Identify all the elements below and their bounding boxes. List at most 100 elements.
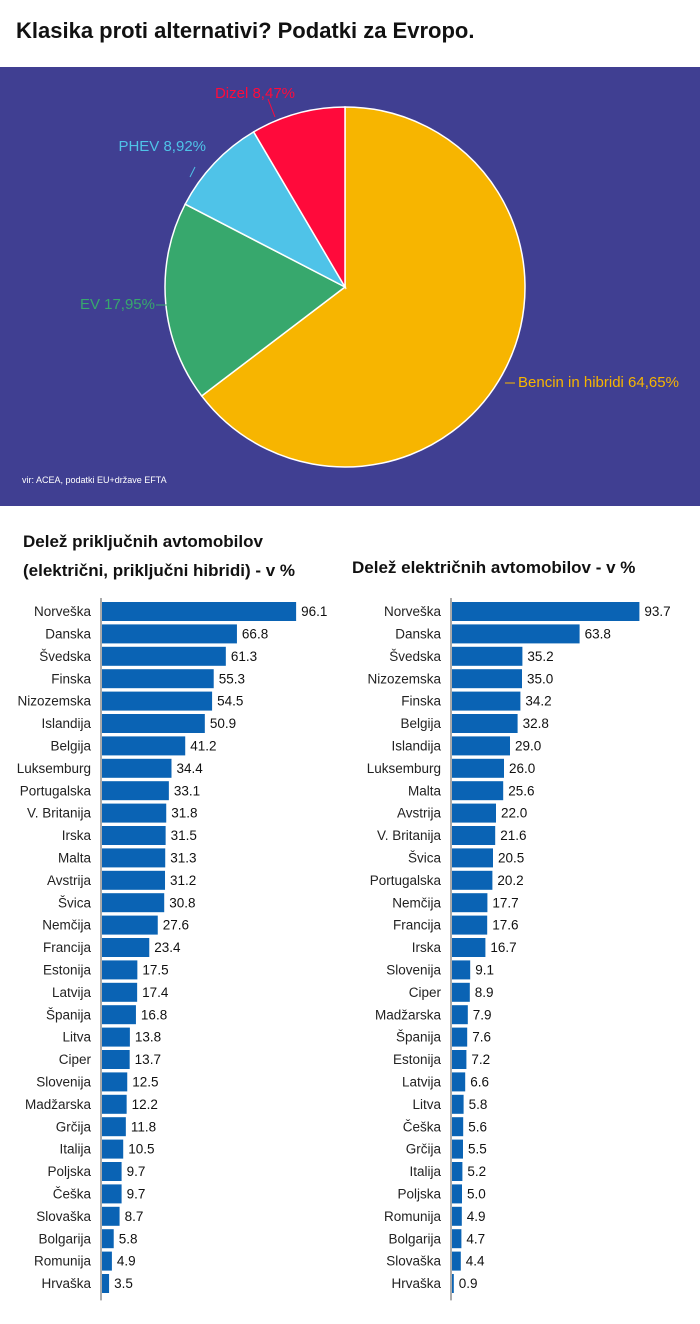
bar (452, 1139, 463, 1159)
pie-slice (252, 106, 346, 290)
value-label: 7.2 (471, 1052, 490, 1067)
category-label: Malta (58, 850, 92, 865)
category-label: Luksemburg (17, 761, 91, 776)
bar (452, 915, 488, 935)
category-label: Finska (401, 694, 441, 709)
bar (102, 602, 297, 621)
bar (452, 803, 496, 823)
category-label: Islandija (41, 716, 91, 731)
bar (102, 758, 172, 778)
value-label: 21.6 (500, 828, 526, 843)
value-label: 4.9 (117, 1254, 136, 1269)
category-label: Poljska (397, 1186, 441, 1201)
category-label: Belgija (50, 738, 91, 753)
category-label: Latvija (52, 985, 92, 1000)
bar (102, 714, 205, 733)
category-label: Švedska (389, 649, 441, 664)
category-label: Portugalska (370, 873, 442, 888)
category-label: Nemčija (392, 895, 441, 910)
category-label: Slovaška (386, 1254, 441, 1269)
page-title: Klasika proti alternativi? Podatki za Ev… (16, 18, 475, 43)
bar (102, 870, 166, 890)
value-label: 3.5 (114, 1276, 133, 1291)
bar (102, 736, 186, 756)
category-label: Italija (59, 1142, 91, 1157)
value-label: 4.9 (467, 1209, 486, 1224)
value-label: 25.6 (508, 783, 534, 798)
value-label: 7.6 (472, 1030, 491, 1045)
bar (102, 1117, 126, 1137)
bar (452, 602, 640, 621)
bar (452, 1117, 464, 1137)
category-label: Francija (43, 940, 92, 955)
bar (452, 893, 488, 913)
category-label: Malta (408, 783, 442, 798)
category-label: Portugalska (20, 783, 92, 798)
pie-slice (184, 130, 347, 289)
category-label: Islandija (391, 738, 441, 753)
value-label: 31.5 (171, 828, 197, 843)
category-label: Češka (403, 1119, 442, 1134)
category-label: Ciper (409, 985, 442, 1000)
value-label: 35.2 (527, 649, 553, 664)
left-chart-title: Delež priključnih avtomobilov (električn… (23, 527, 295, 585)
bar (102, 1251, 112, 1271)
value-label: 5.5 (468, 1142, 487, 1157)
value-label: 10.5 (128, 1142, 154, 1157)
value-label: 13.8 (135, 1030, 161, 1045)
category-label: Litva (62, 1030, 91, 1045)
pie-slice-label: Dizel 8,47% (215, 85, 295, 102)
category-label: Finska (51, 671, 91, 686)
pie-chart-panel: Bencin in hibridi 64,65% EV 17,95% PHEV 8,… (0, 67, 700, 506)
pie-chart: Bencin in hibridi 64,65% EV 17,95% PHEV 8,… (80, 85, 679, 468)
pie-slice-label: PHEV 8,92% (118, 138, 206, 155)
bar (452, 1072, 466, 1092)
value-label: 17.6 (492, 918, 518, 933)
bar (452, 870, 493, 890)
value-label: 9.7 (127, 1186, 146, 1201)
bar (452, 1229, 462, 1249)
left-chart-title-line2: (električni, priključni hibridi) - v % (23, 561, 296, 580)
bar (452, 1050, 467, 1069)
bar (102, 1094, 127, 1114)
bar (102, 1139, 124, 1159)
ev-share-bar-chart: Norveška 93.7 Danska 63.8 Švedska 35.2 Nizozem… (367, 598, 671, 1301)
left-chart-title-line1: Delež priključnih avtomobilov (23, 532, 263, 551)
category-label: Luksemburg (367, 761, 441, 776)
category-label: Irska (62, 828, 92, 843)
bar (102, 1274, 110, 1293)
bar (102, 915, 158, 935)
bar (452, 1251, 461, 1271)
category-label: Slovenija (386, 962, 441, 977)
bar (452, 714, 518, 733)
category-label: Nemčija (42, 918, 91, 933)
category-label: Estonija (43, 962, 92, 977)
bar (452, 1005, 468, 1025)
category-label: Hrvaška (41, 1276, 91, 1291)
bar (452, 1094, 464, 1114)
value-label: 32.8 (523, 716, 549, 731)
bar (102, 691, 213, 711)
value-label: 34.4 (176, 761, 203, 776)
bar (102, 1072, 128, 1092)
category-label: Avstrija (397, 806, 442, 821)
category-label: Bolgarija (388, 1231, 441, 1246)
category-label: Avstrija (47, 873, 92, 888)
bar (102, 624, 237, 644)
bar (452, 826, 496, 845)
value-label: 20.5 (498, 850, 524, 865)
bar (102, 669, 214, 689)
category-label: Švica (408, 850, 442, 865)
value-label: 16.8 (141, 1007, 167, 1022)
bar (102, 1005, 136, 1025)
bar (102, 803, 167, 823)
value-label: 4.7 (466, 1231, 485, 1246)
bar (452, 938, 486, 957)
category-label: Švica (58, 895, 92, 910)
source-note: vir: ACEA, podatki EU+države EFTA (22, 475, 167, 485)
bar (102, 1027, 130, 1047)
category-label: Norveška (34, 604, 92, 619)
value-label: 9.1 (475, 962, 494, 977)
plugin-share-bar-chart: Norveška 96.1 Danska 66.8 Švedska 61.3 Finska 5… (17, 598, 327, 1301)
category-label: Romunija (384, 1209, 442, 1224)
